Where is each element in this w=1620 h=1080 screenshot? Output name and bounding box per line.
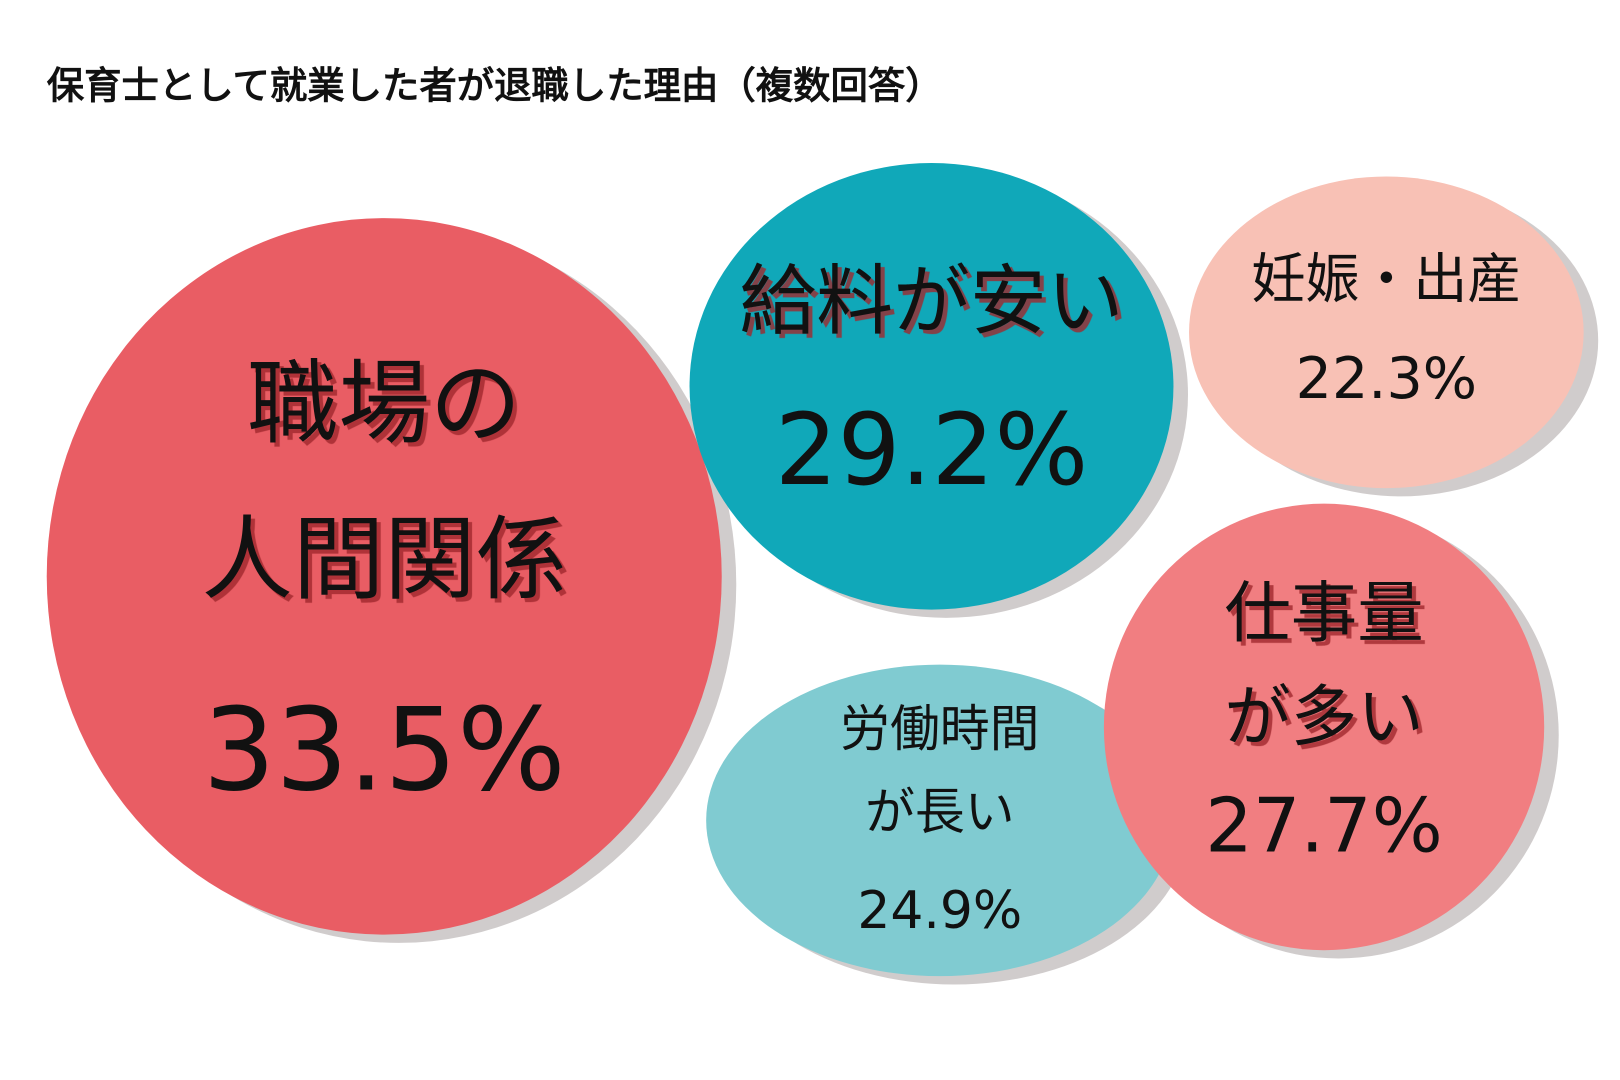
value-label: 29.2% (775, 393, 1088, 508)
bubble (1189, 176, 1584, 489)
value-label: 33.5% (203, 683, 566, 816)
value-label: 24.9% (857, 881, 1022, 941)
bubble (689, 163, 1174, 610)
value-label: 22.3% (1296, 346, 1477, 412)
bubble (46, 218, 722, 935)
bubble-label: 仕事量が多い (1224, 574, 1423, 756)
bubble-label: 職場の人間関係 (201, 350, 567, 613)
bubble-label: 給料が安い (739, 257, 1123, 346)
bubble (1103, 503, 1545, 951)
value-label: 27.7% (1205, 782, 1442, 869)
bubble (706, 664, 1174, 977)
chart-title: 保育士として就業した者が退職した理由（複数回答） (47, 64, 943, 108)
bubble-label: 労働時間が長い (840, 700, 1039, 841)
bubble-label: 妊娠・出産 (1251, 247, 1521, 310)
